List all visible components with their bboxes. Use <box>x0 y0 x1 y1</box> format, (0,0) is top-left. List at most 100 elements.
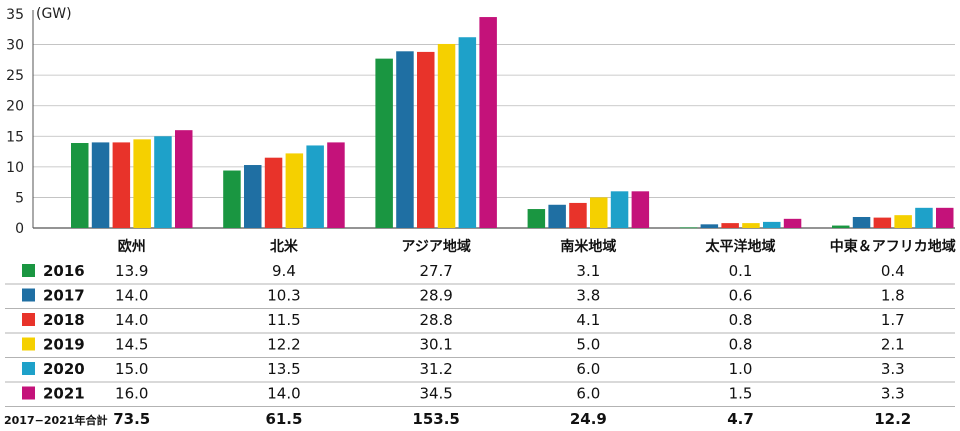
legend-swatch <box>22 313 35 326</box>
table-cell: 0.4 <box>881 262 905 280</box>
table-cell: 28.8 <box>419 311 452 329</box>
table-cell: 13.5 <box>267 360 300 378</box>
bar <box>569 202 587 228</box>
table-cell: 12.2 <box>267 336 300 354</box>
y-tick-label: 10 <box>6 160 24 176</box>
bar <box>721 223 739 228</box>
total-row-label: 2017−2021年合計 <box>4 413 107 427</box>
table-cell: 14.0 <box>267 385 300 403</box>
legend-swatch <box>22 337 35 351</box>
category-label: 中東＆アフリカ地域 <box>830 238 956 255</box>
bar <box>112 142 131 228</box>
bar <box>742 223 760 228</box>
bar <box>873 217 892 228</box>
bar <box>458 37 477 229</box>
total-cell: 73.5 <box>113 410 150 428</box>
category-label: 欧州 <box>118 238 146 255</box>
category-label: 北米 <box>270 238 299 255</box>
table-cell: 34.5 <box>419 385 452 403</box>
bar <box>783 218 802 228</box>
table-cell: 28.9 <box>419 287 452 305</box>
category-label: アジア地域 <box>401 238 470 255</box>
bar <box>285 153 304 228</box>
table-cell: 13.9 <box>115 262 148 280</box>
legend-swatch <box>22 386 35 400</box>
legend-year: 2020 <box>43 360 85 378</box>
y-tick-label: 35 <box>6 7 24 23</box>
table-cell: 0.8 <box>729 311 753 329</box>
table-cell: 11.5 <box>267 311 300 329</box>
total-cell: 61.5 <box>265 410 302 428</box>
table-cell: 6.0 <box>576 385 600 403</box>
bar <box>437 43 456 229</box>
category-label: 太平洋地域 <box>706 238 776 255</box>
legend-year: 2019 <box>43 336 85 354</box>
total-cell: 12.2 <box>874 410 911 428</box>
bar <box>327 142 345 228</box>
table-cell: 1.0 <box>729 360 753 378</box>
table-cell: 27.7 <box>419 262 452 280</box>
bar <box>631 191 650 228</box>
bar <box>700 224 719 228</box>
table-cell: 15.0 <box>115 360 148 378</box>
y-tick-label: 20 <box>6 99 24 115</box>
total-cell: 4.7 <box>727 410 754 428</box>
table-cell: 0.1 <box>729 262 753 280</box>
y-tick-label: 5 <box>15 190 24 206</box>
legend-year: 2018 <box>43 311 85 329</box>
table-cell: 10.3 <box>267 287 300 305</box>
table-cell: 3.1 <box>576 262 600 280</box>
bar <box>763 221 781 228</box>
table-cell: 31.2 <box>419 360 452 378</box>
table-cell: 14.5 <box>115 336 148 354</box>
table-cell: 0.6 <box>729 287 753 305</box>
table-cell: 1.5 <box>729 385 753 403</box>
table-cell: 14.0 <box>115 287 148 305</box>
table-cell: 16.0 <box>115 385 148 403</box>
bars <box>71 17 954 229</box>
legend-year: 2017 <box>43 287 85 305</box>
bar <box>679 227 698 229</box>
table-cell: 1.7 <box>881 311 905 329</box>
bar <box>375 58 393 229</box>
category-label: 南米地域 <box>560 238 616 255</box>
table-cell: 2.1 <box>881 336 905 354</box>
y-tick-label: 15 <box>6 129 24 145</box>
table-cell: 3.3 <box>881 385 905 403</box>
table-cell: 3.3 <box>881 360 905 378</box>
table-cell: 30.1 <box>419 336 452 354</box>
total-cell: 24.9 <box>570 410 607 428</box>
data-table: 欧州 北米 アジア地域 南米地域 太平洋地域 中東＆アフリカ地域 2016 13.9 9.4 27… <box>4 238 956 428</box>
table-cell: 3.8 <box>576 287 600 305</box>
bar <box>306 145 324 228</box>
bar <box>133 139 151 228</box>
bar <box>610 191 629 228</box>
bar <box>71 143 89 228</box>
bar <box>91 142 110 228</box>
bar <box>832 225 850 228</box>
table-cell: 5.0 <box>576 336 600 354</box>
bar <box>175 130 193 228</box>
bar <box>590 197 608 228</box>
bar <box>417 51 435 229</box>
legend-year: 2016 <box>43 262 85 280</box>
bar <box>223 170 241 228</box>
table-cell: 9.4 <box>272 262 296 280</box>
bar <box>264 157 283 228</box>
y-tick-label: 25 <box>6 68 24 84</box>
y-tick-label: 0 <box>15 221 24 237</box>
bar <box>915 207 933 228</box>
legend-swatch <box>22 264 35 277</box>
legend-year: 2021 <box>43 385 85 403</box>
y-axis: 0 5 10 15 20 25 30 35 <box>6 7 34 237</box>
table-cell: 0.8 <box>729 336 753 354</box>
table-cell: 14.0 <box>115 311 148 329</box>
bar <box>548 204 566 228</box>
bar <box>852 216 871 228</box>
y-tick-label: 30 <box>6 38 24 54</box>
legend-swatch <box>22 288 35 302</box>
table-cell: 1.8 <box>881 287 905 305</box>
bar <box>396 51 414 228</box>
total-cell: 153.5 <box>412 410 459 428</box>
